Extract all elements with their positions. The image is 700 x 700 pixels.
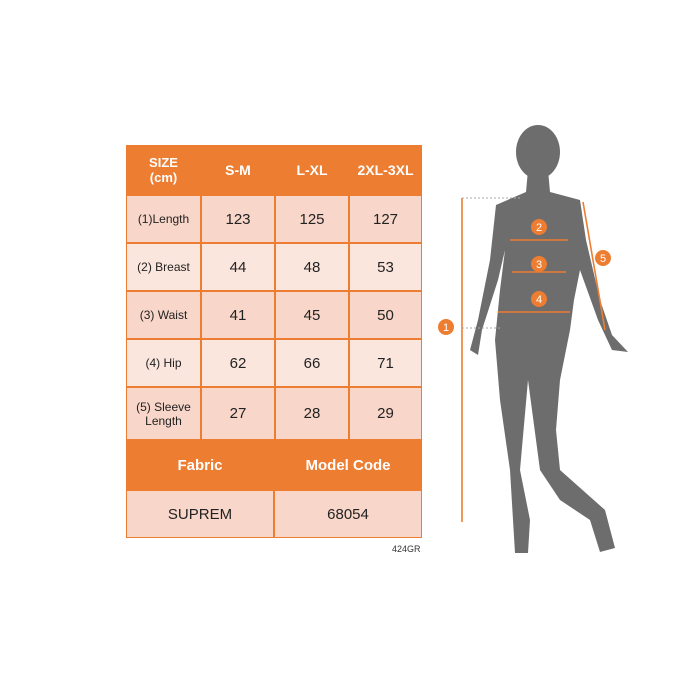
cell: 28 <box>275 387 349 440</box>
cell: 71 <box>349 339 422 387</box>
marker-5: 5 <box>600 253 606 265</box>
row-label: (2) Breast <box>126 243 201 291</box>
header-l-xl: L-XL <box>296 162 328 178</box>
row-label: (4) Hip <box>126 339 201 387</box>
cell: 66 <box>275 339 349 387</box>
cell: 29 <box>349 387 422 440</box>
header-s-m: S-M <box>225 162 251 178</box>
marker-4: 4 <box>536 294 542 306</box>
cell: 48 <box>275 243 349 291</box>
size-chart-table: SIZE (cm) S-M L-XL 2XL-3XL (1)Length 123… <box>126 145 422 538</box>
model-code-value: 68054 <box>274 490 422 538</box>
cell: 45 <box>275 291 349 339</box>
table-row: (4) Hip 62 66 71 <box>126 339 422 387</box>
table-row: (2) Breast 44 48 53 <box>126 243 422 291</box>
marker-1: 1 <box>443 322 449 334</box>
row-label: (5) Sleeve Length <box>126 387 201 440</box>
fabric-header: Fabric <box>177 456 223 474</box>
table-row: (5) Sleeve Length 27 28 29 <box>126 387 422 440</box>
cell: 41 <box>201 291 275 339</box>
fabric-value: SUPREM <box>126 490 274 538</box>
cell: 53 <box>349 243 422 291</box>
footer-row: SUPREM 68054 <box>126 490 422 538</box>
product-code: 424GR <box>392 544 421 554</box>
cell: 125 <box>275 195 349 243</box>
table-row: (1)Length 123 125 127 <box>126 195 422 243</box>
cell: 127 <box>349 195 422 243</box>
row-label: (3) Waist <box>126 291 201 339</box>
silhouette <box>470 125 628 553</box>
cell: 50 <box>349 291 422 339</box>
model-code-header: Model Code <box>305 456 391 474</box>
footer-header: Fabric Model Code <box>126 440 422 490</box>
cell: 123 <box>201 195 275 243</box>
marker-3: 3 <box>536 259 542 271</box>
cell: 44 <box>201 243 275 291</box>
marker-2: 2 <box>536 222 542 234</box>
marker-circles <box>438 219 611 335</box>
table-row: (3) Waist 41 45 50 <box>126 291 422 339</box>
table-header: SIZE (cm) S-M L-XL 2XL-3XL <box>126 145 422 195</box>
header-size: SIZE (cm) <box>149 155 178 185</box>
row-label: (1)Length <box>126 195 201 243</box>
header-2xl-3xl: 2XL-3XL <box>357 162 414 178</box>
cell: 27 <box>201 387 275 440</box>
cell: 62 <box>201 339 275 387</box>
